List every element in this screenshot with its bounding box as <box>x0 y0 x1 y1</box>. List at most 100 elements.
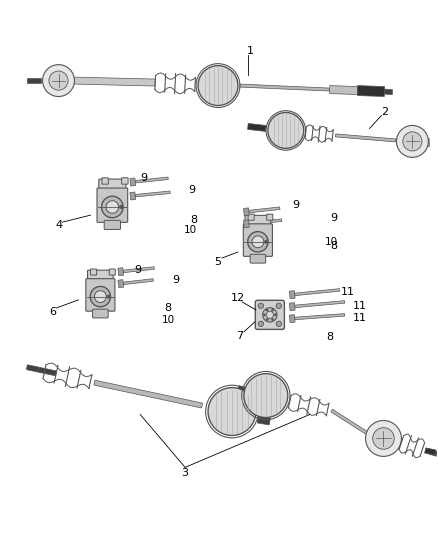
Polygon shape <box>425 448 436 455</box>
Text: 9: 9 <box>173 275 180 285</box>
Text: 1: 1 <box>247 46 254 55</box>
Circle shape <box>107 295 110 298</box>
FancyBboxPatch shape <box>250 254 266 263</box>
Text: 3: 3 <box>182 469 189 478</box>
Circle shape <box>120 205 123 209</box>
FancyBboxPatch shape <box>104 220 120 230</box>
Circle shape <box>49 71 68 90</box>
Text: 11: 11 <box>353 313 367 323</box>
Text: 2: 2 <box>381 108 388 117</box>
Polygon shape <box>336 134 396 142</box>
Text: 12: 12 <box>231 293 245 303</box>
Polygon shape <box>130 178 136 186</box>
Polygon shape <box>74 77 155 86</box>
Circle shape <box>403 132 422 151</box>
Circle shape <box>266 318 268 321</box>
Text: 11: 11 <box>341 287 355 297</box>
FancyBboxPatch shape <box>102 178 108 184</box>
Polygon shape <box>424 448 438 456</box>
Polygon shape <box>295 313 345 320</box>
Circle shape <box>42 64 74 96</box>
Polygon shape <box>118 268 124 276</box>
Text: 10: 10 <box>184 225 197 235</box>
FancyBboxPatch shape <box>245 215 271 228</box>
Circle shape <box>263 308 277 322</box>
Polygon shape <box>290 315 295 322</box>
Polygon shape <box>249 207 280 213</box>
Text: 8: 8 <box>326 332 333 342</box>
Circle shape <box>266 311 273 318</box>
Polygon shape <box>257 416 270 425</box>
Polygon shape <box>295 301 345 308</box>
Polygon shape <box>94 380 202 408</box>
Circle shape <box>266 309 268 311</box>
Circle shape <box>265 240 268 244</box>
Polygon shape <box>118 280 124 288</box>
Text: 9: 9 <box>292 200 299 210</box>
FancyBboxPatch shape <box>267 214 273 220</box>
Polygon shape <box>295 289 340 296</box>
FancyBboxPatch shape <box>255 300 284 329</box>
Circle shape <box>252 236 264 248</box>
Polygon shape <box>329 86 358 94</box>
Circle shape <box>274 313 276 316</box>
Text: 7: 7 <box>237 331 244 341</box>
Text: 8: 8 <box>191 215 198 225</box>
Text: 8: 8 <box>330 241 337 251</box>
Circle shape <box>198 66 238 106</box>
Text: 9: 9 <box>141 173 148 183</box>
FancyBboxPatch shape <box>99 179 126 192</box>
Text: 9: 9 <box>188 185 196 195</box>
Text: 4: 4 <box>55 220 62 230</box>
Polygon shape <box>135 177 168 183</box>
Polygon shape <box>244 208 249 216</box>
Circle shape <box>268 112 304 148</box>
Polygon shape <box>123 266 154 273</box>
Polygon shape <box>135 191 170 197</box>
Polygon shape <box>237 386 249 395</box>
Polygon shape <box>384 89 392 95</box>
Text: 11: 11 <box>353 301 367 311</box>
Circle shape <box>373 427 394 449</box>
Polygon shape <box>247 124 266 132</box>
Circle shape <box>248 232 268 252</box>
FancyBboxPatch shape <box>248 214 254 220</box>
Circle shape <box>276 321 282 327</box>
Polygon shape <box>409 139 430 147</box>
Circle shape <box>106 201 119 213</box>
FancyBboxPatch shape <box>122 178 128 184</box>
Polygon shape <box>244 220 249 228</box>
Polygon shape <box>409 141 420 147</box>
FancyBboxPatch shape <box>91 269 97 275</box>
Text: 6: 6 <box>49 307 56 317</box>
Polygon shape <box>130 192 136 200</box>
FancyBboxPatch shape <box>86 279 115 311</box>
Polygon shape <box>27 78 41 83</box>
Circle shape <box>396 125 428 157</box>
Circle shape <box>258 321 264 327</box>
Text: 5: 5 <box>215 257 222 267</box>
Polygon shape <box>123 279 153 285</box>
Text: 9: 9 <box>135 265 142 275</box>
Polygon shape <box>290 303 295 311</box>
Polygon shape <box>249 219 282 225</box>
Text: 9: 9 <box>330 213 337 223</box>
Circle shape <box>244 374 288 417</box>
Polygon shape <box>38 367 57 376</box>
Circle shape <box>102 196 123 218</box>
Text: 8: 8 <box>165 303 172 313</box>
Circle shape <box>95 290 106 303</box>
Circle shape <box>208 387 256 435</box>
Circle shape <box>271 318 274 321</box>
Circle shape <box>276 303 282 309</box>
Circle shape <box>271 309 274 311</box>
Circle shape <box>90 286 110 307</box>
Polygon shape <box>240 84 330 91</box>
FancyBboxPatch shape <box>244 224 272 256</box>
FancyBboxPatch shape <box>88 270 113 282</box>
Text: 10: 10 <box>162 315 175 325</box>
Circle shape <box>366 421 401 456</box>
Polygon shape <box>26 365 39 372</box>
Circle shape <box>258 303 264 309</box>
Polygon shape <box>290 290 295 298</box>
